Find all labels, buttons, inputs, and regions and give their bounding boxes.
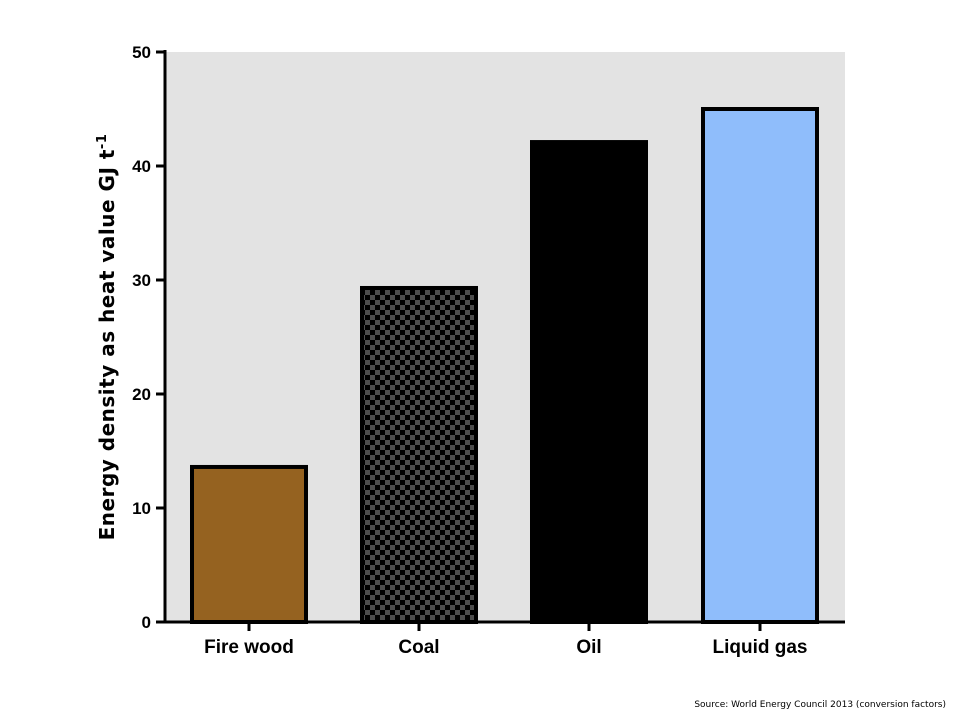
y-tick-label: 50	[132, 43, 151, 62]
axes-group	[163, 50, 845, 631]
bar-liquid-gas	[701, 107, 819, 624]
x-tick-label: Fire wood	[204, 637, 294, 658]
y-tick-label: 40	[132, 157, 151, 176]
y-tick-label: 30	[132, 271, 151, 290]
y-ticks-group: 0 10 20 30 40 50	[132, 43, 165, 632]
x-tick-label: Oil	[576, 637, 601, 658]
x-tick-label: Liquid gas	[713, 637, 808, 658]
bars-group	[190, 107, 819, 624]
y-axis-label: Energy density as heat value GJ t-1	[95, 134, 119, 541]
y-tick-label: 10	[132, 499, 151, 518]
bar-coal	[360, 285, 478, 624]
x-tick-label: Coal	[398, 637, 439, 658]
y-tick-label: 0	[142, 613, 151, 632]
bar-oil	[530, 140, 648, 624]
x-labels-group: Fire wood Coal Oil Liquid gas	[204, 637, 807, 658]
source-note: Source: World Energy Council 2013 (conve…	[694, 700, 946, 710]
bar-fire-wood	[190, 464, 308, 624]
y-tick-label: 20	[132, 385, 151, 404]
